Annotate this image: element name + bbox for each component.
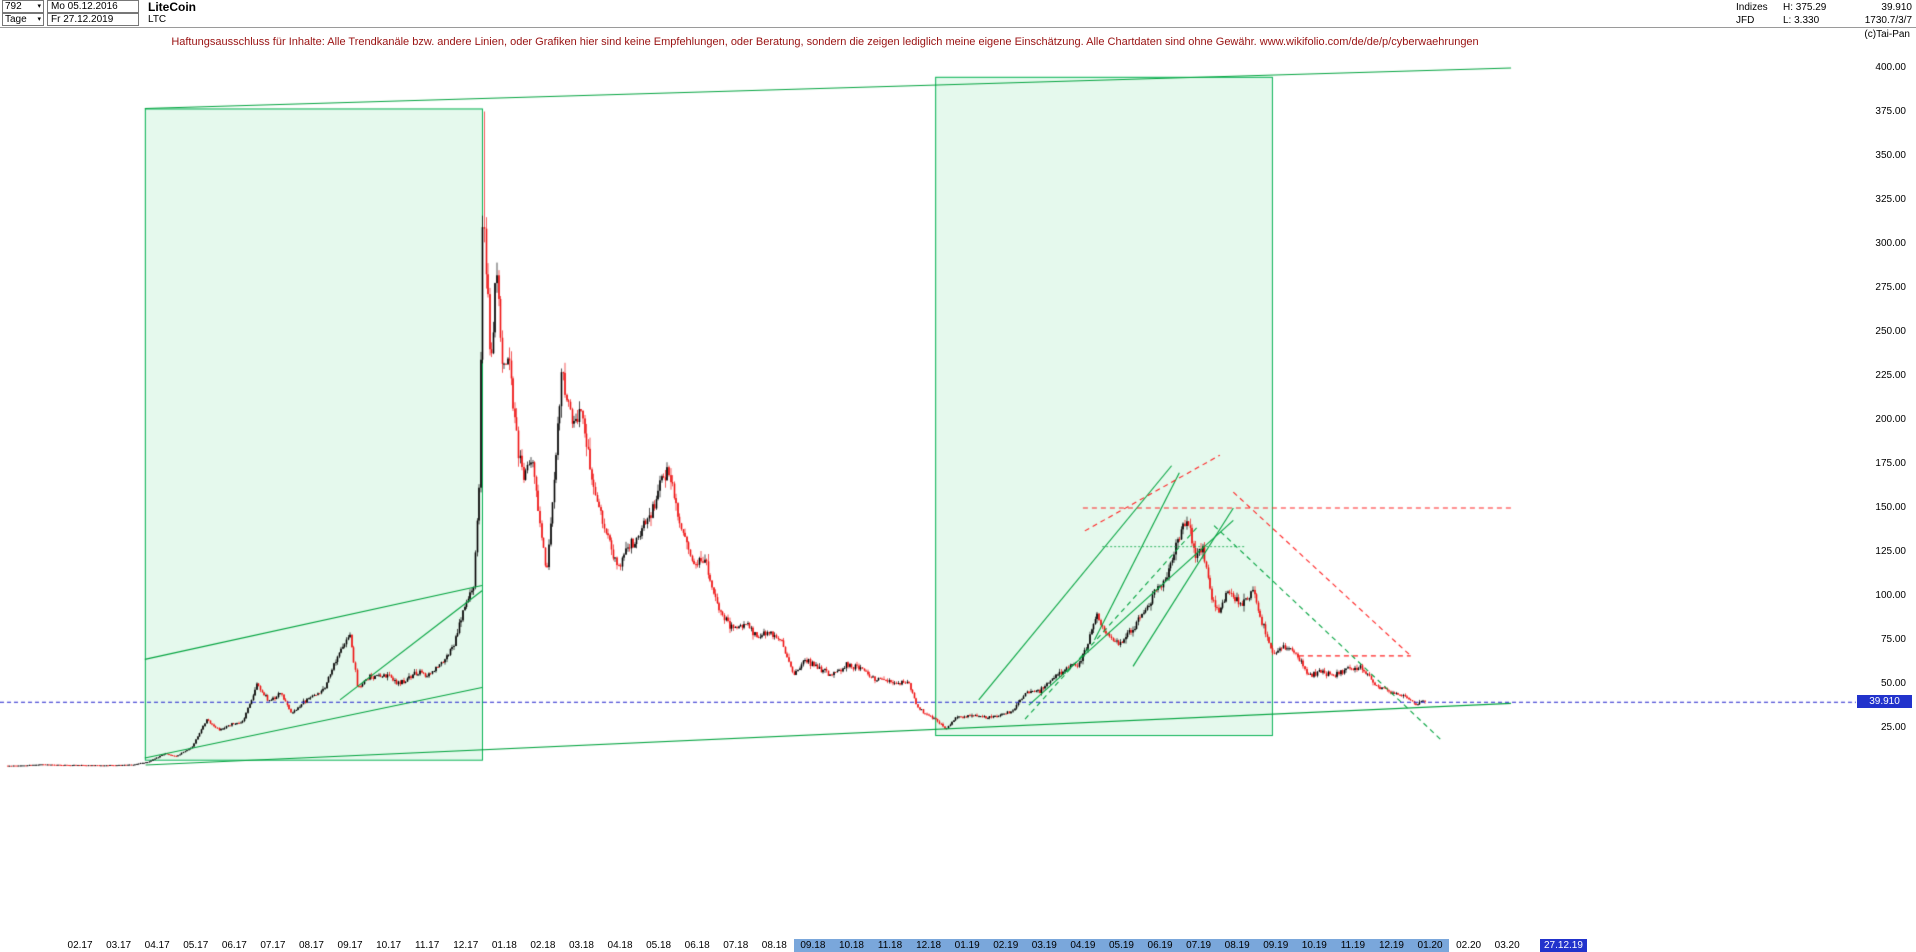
x-axis-label: 03.17 (106, 940, 132, 951)
last-price-readout: 39.910 (1881, 2, 1912, 13)
x-axis-label: 08.18 (761, 940, 787, 951)
x-axis-label: 05.18 (646, 940, 672, 951)
x-axis-label: 04.17 (144, 940, 170, 951)
x-axis-label: 09.17 (337, 940, 363, 951)
start-date-field[interactable]: Mo 05.12.2016 (47, 0, 139, 13)
y-axis-label: 150.00 (1875, 502, 1906, 513)
bar-count-combo[interactable]: 792 ▾ (2, 0, 44, 13)
x-axis-label: 09.19 (1263, 940, 1289, 951)
x-axis-label: 03.18 (568, 940, 594, 951)
x-axis-label: 03.19 (1031, 940, 1057, 951)
date-axis: 02.17 03.17 04.17 05.17 06.17 07.17 08.17 09.17… (0, 940, 1916, 952)
timeframe-combo[interactable]: Tage ▾ (2, 13, 44, 26)
x-axis-label: 11.19 (1340, 940, 1366, 951)
x-axis-label: 02.20 (1456, 940, 1482, 951)
x-axis-label: 12.18 (916, 940, 942, 951)
quote-readouts: Indizes H: 375.29 39.910 JFD L: 3.330 17… (1736, 1, 1912, 27)
bar-count-value: 792 (5, 1, 22, 12)
visible-range-highlight[interactable] (793, 939, 1450, 952)
chevron-down-icon: ▾ (37, 3, 41, 10)
x-axis-label: 01.18 (491, 940, 517, 951)
x-axis-label: 10.17 (376, 940, 402, 951)
y-axis-label: 50.00 (1880, 678, 1906, 689)
y-axis-label: 400.00 (1875, 62, 1906, 73)
x-axis-label: 06.19 (1147, 940, 1173, 951)
x-axis-label: 12.17 (453, 940, 479, 951)
y-axis-label: 75.00 (1880, 634, 1906, 645)
y-axis-label: 325.00 (1875, 194, 1906, 205)
toolbar: 792 ▾ Mo 05.12.2016 LiteCoin Tage ▾ Fr 2… (0, 0, 1916, 28)
end-date-field[interactable]: Fr 27.12.2019 (47, 13, 139, 26)
x-axis-label: 10.18 (838, 940, 864, 951)
x-axis-label: 11.18 (877, 940, 903, 951)
x-axis-label: 02.18 (530, 940, 556, 951)
last-date-badge: 27.12.19 (1540, 939, 1587, 952)
x-axis-label: 11.17 (415, 940, 440, 951)
x-axis-label: 07.18 (723, 940, 749, 951)
range-low-readout: L: 3.330 (1783, 15, 1820, 26)
feed-label: Indizes (1736, 2, 1768, 13)
y-axis-label: 25.00 (1880, 722, 1906, 733)
x-axis-label: 02.17 (67, 940, 93, 951)
x-axis-label: 06.17 (221, 940, 247, 951)
x-axis-label: 05.17 (183, 940, 209, 951)
x-axis-label: 09.18 (800, 940, 826, 951)
price-axis: 400.00 375.00 350.00 325.00 300.00 275.00 250.… (1856, 0, 1914, 952)
price-chart-canvas[interactable] (0, 27, 1856, 952)
y-axis-label: 275.00 (1875, 282, 1906, 293)
y-axis-label: 350.00 (1875, 150, 1906, 161)
current-price-badge: 39.910 (1857, 695, 1912, 708)
x-axis-label: 01.20 (1417, 940, 1443, 951)
instrument-name: LiteCoin (148, 0, 196, 14)
x-axis-label: 02.19 (993, 940, 1019, 951)
y-axis-label: 125.00 (1875, 546, 1906, 557)
x-axis-label: 01.19 (954, 940, 980, 951)
x-axis-label: 07.17 (260, 940, 286, 951)
y-axis-label: 200.00 (1875, 414, 1906, 425)
y-axis-label: 375.00 (1875, 106, 1906, 117)
x-axis-label: 12.19 (1378, 940, 1404, 951)
range-high-readout: H: 375.29 (1783, 2, 1827, 13)
x-axis-label: 05.19 (1108, 940, 1134, 951)
timeframe-value: Tage (5, 14, 27, 25)
y-axis-label: 300.00 (1875, 238, 1906, 249)
y-axis-label: 250.00 (1875, 326, 1906, 337)
x-axis-label: 04.19 (1070, 940, 1096, 951)
instrument-header: 792 ▾ Mo 05.12.2016 LiteCoin Tage ▾ Fr 2… (2, 0, 196, 26)
chevron-down-icon: ▾ (37, 16, 41, 23)
stat-readout: 1730.7/3/7 (1864, 15, 1912, 26)
x-axis-label: 06.18 (684, 940, 710, 951)
x-axis-label: 07.19 (1186, 940, 1212, 951)
copyright-label: (c)Tai-Pan (1864, 29, 1910, 40)
x-axis-label: 08.19 (1224, 940, 1250, 951)
x-axis-label: 04.18 (607, 940, 633, 951)
y-axis-label: 175.00 (1875, 458, 1906, 469)
x-axis-label: 03.20 (1494, 940, 1520, 951)
y-axis-label: 225.00 (1875, 370, 1906, 381)
x-axis-label: 10.19 (1301, 940, 1327, 951)
y-axis-label: 100.00 (1875, 590, 1906, 601)
broker-label: JFD (1736, 15, 1755, 26)
x-axis-label: 08.17 (298, 940, 324, 951)
instrument-symbol: LTC (148, 14, 167, 25)
